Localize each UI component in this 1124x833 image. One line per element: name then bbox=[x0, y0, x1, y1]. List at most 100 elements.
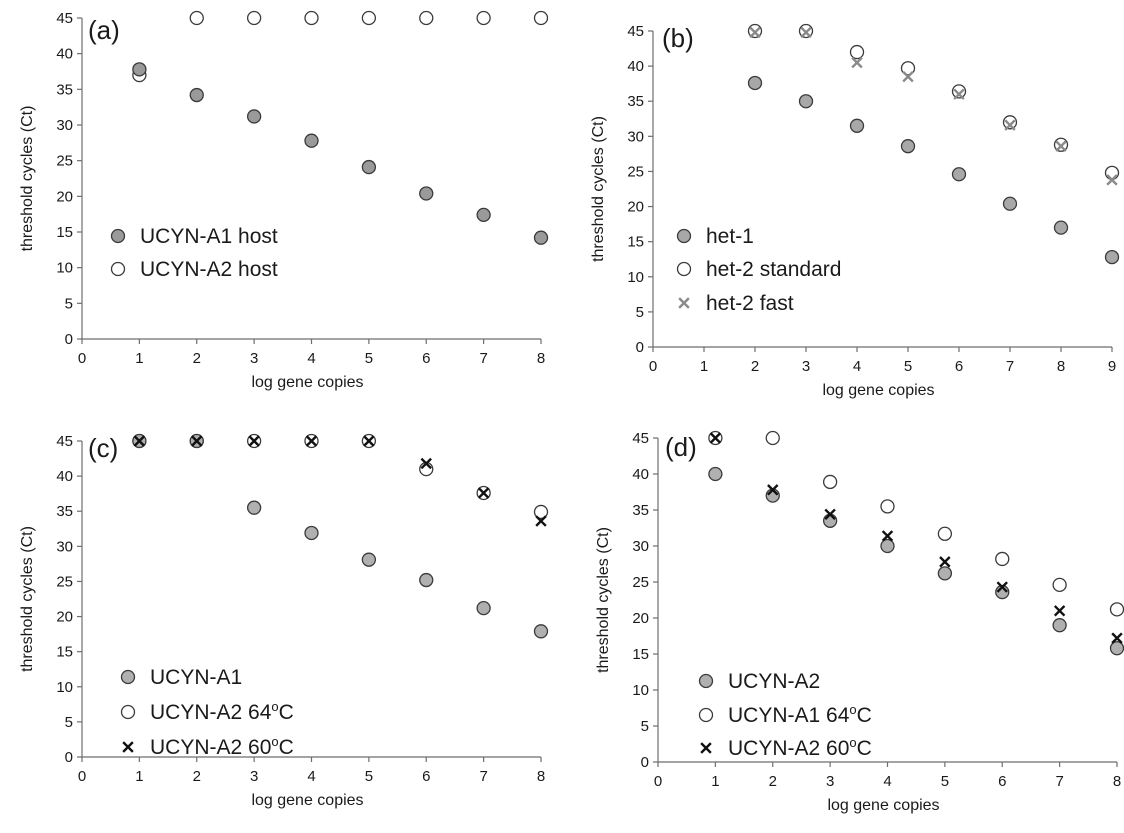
data-point-s0-4 bbox=[361, 159, 377, 175]
data-point-s1-1 bbox=[189, 10, 204, 26]
data-point-s0-6 bbox=[1052, 618, 1067, 633]
legend-label: UCYN-A2 64oC bbox=[150, 699, 294, 724]
x-tick-label: 2 bbox=[751, 358, 759, 375]
data-point-s2-2 bbox=[851, 56, 863, 69]
legend-label: UCYN-A2 60oC bbox=[150, 734, 294, 759]
y-tick-label: 10 bbox=[627, 269, 644, 286]
y-tick-label: 40 bbox=[56, 46, 73, 63]
y-tick-label: 35 bbox=[627, 93, 644, 110]
x-tick-label: 5 bbox=[365, 350, 373, 367]
x-tick-label: 4 bbox=[883, 773, 891, 790]
data-point-s2-5 bbox=[1004, 119, 1016, 131]
data-point-s0-7 bbox=[533, 230, 549, 245]
legend-label: het-1 bbox=[706, 225, 754, 248]
data-point-s1-3 bbox=[880, 499, 895, 514]
data-point-s2-0 bbox=[749, 26, 761, 39]
y-tick-label: 15 bbox=[56, 224, 73, 241]
legend-marker bbox=[678, 297, 690, 309]
y-tick-label: 45 bbox=[56, 433, 73, 450]
legend-marker bbox=[698, 673, 714, 689]
x-tick-label: 7 bbox=[479, 768, 487, 785]
y-tick-label: 20 bbox=[632, 610, 649, 627]
x-tick-label: 1 bbox=[135, 768, 143, 785]
legend-marker bbox=[676, 261, 692, 277]
data-point-s2-2 bbox=[824, 508, 836, 521]
x-tick-label: 4 bbox=[307, 768, 315, 785]
data-point-s0-5 bbox=[1002, 196, 1018, 211]
x-tick-label: 8 bbox=[537, 768, 545, 785]
legend-label: UCYN-A1 host bbox=[140, 225, 278, 248]
data-point-s0-2 bbox=[822, 513, 838, 528]
y-tick-label: 10 bbox=[56, 260, 73, 277]
data-point-s1-4 bbox=[951, 84, 967, 99]
legend-marker bbox=[110, 228, 126, 244]
y-axis-title: threshold cycles (Ct) bbox=[19, 526, 36, 672]
data-point-s1-3 bbox=[304, 10, 319, 26]
y-tick-label: 25 bbox=[56, 573, 73, 590]
legend-marker bbox=[120, 704, 136, 720]
x-tick-label: 8 bbox=[537, 350, 545, 367]
data-point-s1-5 bbox=[995, 551, 1010, 567]
x-tick-label: 3 bbox=[802, 358, 810, 375]
y-tick-label: 35 bbox=[632, 502, 649, 519]
y-tick-label: 30 bbox=[632, 538, 649, 555]
x-tick-label: 0 bbox=[78, 768, 86, 785]
y-tick-label: 25 bbox=[627, 163, 644, 180]
x-tick-label: 8 bbox=[1113, 773, 1121, 790]
x-tick-label: 3 bbox=[250, 768, 258, 785]
data-point-s2-7 bbox=[1111, 632, 1123, 644]
panel-label: (a) bbox=[88, 15, 120, 45]
legend-label: UCYN-A2 60oC bbox=[728, 735, 872, 760]
y-tick-label: 20 bbox=[627, 199, 644, 216]
x-tick-label: 7 bbox=[1006, 358, 1014, 375]
y-axis-title: threshold cycles (Ct) bbox=[590, 116, 607, 262]
data-point-s2-6 bbox=[1053, 605, 1066, 617]
data-point-s1-6 bbox=[476, 10, 491, 26]
y-tick-label: 20 bbox=[56, 609, 73, 626]
panel-label: (d) bbox=[665, 432, 697, 462]
data-point-s1-4 bbox=[361, 10, 377, 26]
y-tick-label: 5 bbox=[641, 718, 649, 735]
data-point-s0-2 bbox=[246, 500, 262, 515]
y-tick-label: 40 bbox=[627, 58, 644, 75]
x-tick-label: 4 bbox=[853, 358, 861, 375]
x-tick-label: 6 bbox=[998, 773, 1006, 790]
legend-label: het-2 fast bbox=[706, 292, 794, 315]
y-axis-title: threshold cycles (Ct) bbox=[595, 527, 612, 673]
y-tick-label: 45 bbox=[627, 23, 644, 40]
data-point-s1-1 bbox=[765, 430, 780, 446]
legend-marker bbox=[698, 707, 714, 723]
data-point-s2-7 bbox=[535, 515, 547, 527]
data-point-s0-3 bbox=[304, 133, 319, 148]
y-tick-label: 45 bbox=[632, 430, 649, 447]
x-axis-title: log gene copies bbox=[251, 374, 363, 391]
y-tick-label: 40 bbox=[56, 468, 73, 485]
x-tick-label: 0 bbox=[654, 773, 662, 790]
data-point-s1-2 bbox=[849, 44, 865, 60]
y-tick-label: 15 bbox=[632, 646, 649, 663]
data-point-s2-7 bbox=[1106, 174, 1118, 186]
x-axis-title: log gene copies bbox=[827, 797, 939, 814]
x-tick-label: 2 bbox=[193, 350, 201, 367]
y-tick-label: 40 bbox=[632, 466, 649, 483]
y-tick-label: 10 bbox=[632, 682, 649, 699]
data-point-s2-3 bbox=[305, 435, 318, 447]
x-tick-label: 2 bbox=[769, 773, 777, 790]
legend-label: het-2 standard bbox=[706, 258, 841, 281]
data-point-s1-6 bbox=[1052, 577, 1067, 593]
data-point-s0-6 bbox=[476, 207, 491, 223]
x-tick-label: 0 bbox=[649, 358, 657, 375]
data-point-s1-2 bbox=[822, 474, 838, 490]
x-tick-label: 1 bbox=[711, 773, 719, 790]
y-tick-label: 5 bbox=[65, 714, 73, 731]
x-tick-label: 1 bbox=[135, 350, 143, 367]
y-tick-label: 20 bbox=[56, 188, 73, 205]
panel-label: (c) bbox=[88, 433, 118, 463]
x-tick-label: 1 bbox=[700, 358, 708, 375]
data-point-s0-1 bbox=[798, 94, 814, 109]
x-tick-label: 5 bbox=[904, 358, 912, 375]
